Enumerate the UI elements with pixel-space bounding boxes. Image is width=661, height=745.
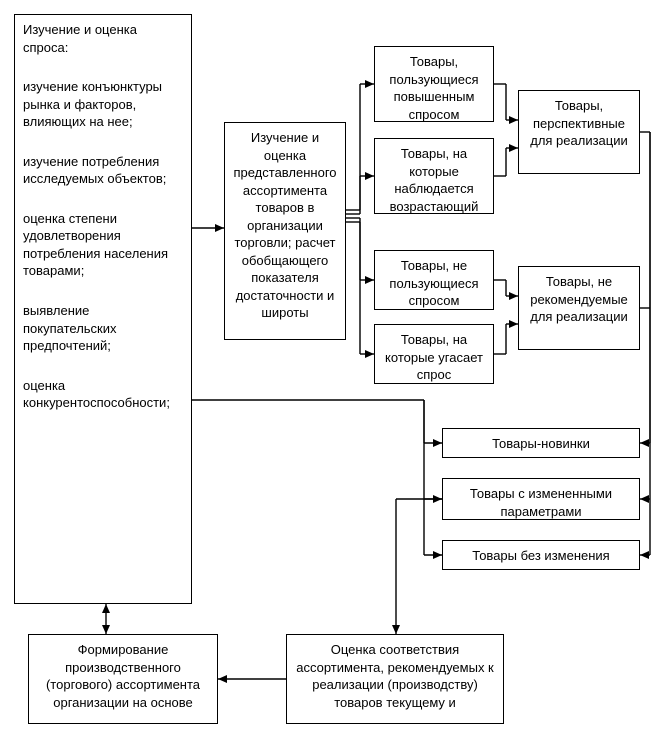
node-assess_fit: Оценка соответствия ассортимента, рекоме… xyxy=(286,634,504,724)
node-goods_nodemand: Товары, не пользующиеся спросом xyxy=(374,250,494,310)
node-goods_growing: Товары, на которые наблюдается возрастаю… xyxy=(374,138,494,214)
node-goods_fading: Товары, на которые угасает спрос xyxy=(374,324,494,384)
node-goods_persp: Товары, перспективные для реализации xyxy=(518,90,640,174)
node-goods_new: Товары-новинки xyxy=(442,428,640,458)
node-study_demand: Изучение и оценка спроса:изучение конъюн… xyxy=(14,14,192,604)
node-study_assort: Изучение и оценка представленного ассорт… xyxy=(224,122,346,340)
node-goods_notrec: Товары, не рекомендуемые для реализации xyxy=(518,266,640,350)
node-formation: Формирование производственного (торговог… xyxy=(28,634,218,724)
node-goods_changed: Товары с измененными параметрами xyxy=(442,478,640,520)
node-goods_nochange: Товары без изменения xyxy=(442,540,640,570)
flowchart-canvas: Изучение и оценка спроса:изучение конъюн… xyxy=(0,0,661,745)
node-goods_high: Товары, пользующиеся повышенным спросом xyxy=(374,46,494,122)
